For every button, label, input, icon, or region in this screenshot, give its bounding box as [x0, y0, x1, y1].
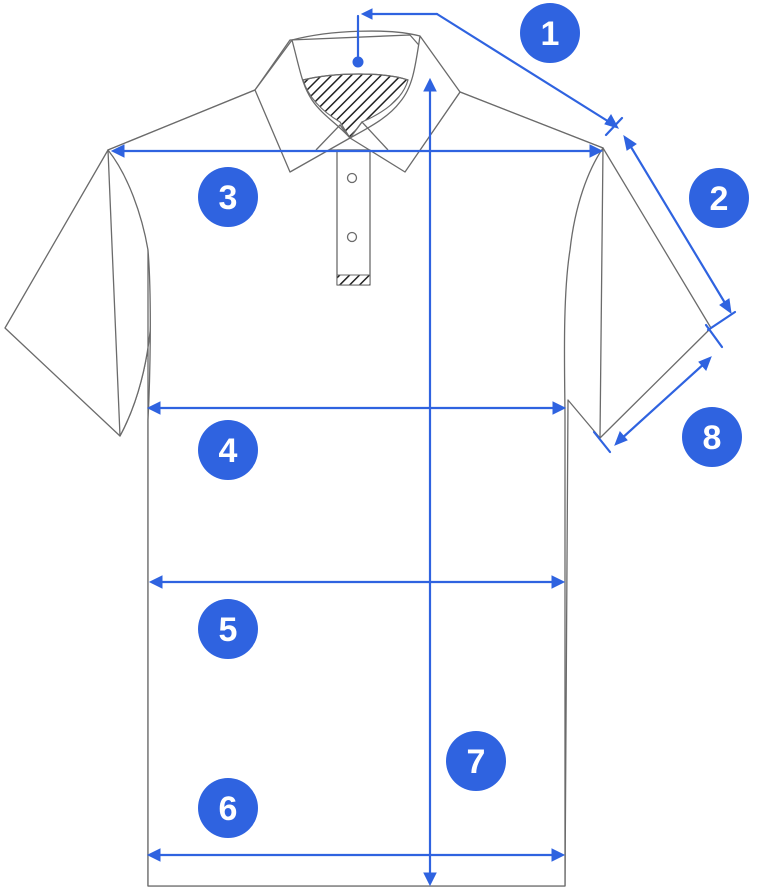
- badge-label: 5: [219, 611, 238, 649]
- measure-line-7: [423, 77, 437, 887]
- placket-hatch: [336, 274, 371, 286]
- measure-line-5: [148, 575, 566, 589]
- collar-fold-right: [349, 120, 389, 151]
- badge-label: 2: [710, 180, 729, 218]
- collar-fold-left: [315, 124, 351, 151]
- placket: [336, 149, 371, 286]
- badge-label: 8: [703, 419, 722, 457]
- badge-3: 3: [198, 167, 258, 227]
- badge-8: 8: [682, 407, 742, 467]
- badge-label: 7: [467, 743, 486, 781]
- badge-4: 4: [198, 420, 258, 480]
- collar-inner-edge: [302, 73, 409, 81]
- measure-line-8: [592, 323, 724, 454]
- badge-2: 2: [689, 168, 749, 228]
- measure-line-6: [146, 848, 566, 862]
- badge-6: 6: [198, 778, 258, 838]
- button-bottom: [346, 231, 358, 243]
- shirt-body-main: [107, 89, 604, 887]
- badge-1: 1: [520, 3, 580, 63]
- badge-label: 6: [219, 790, 238, 828]
- measure-line-3: [110, 144, 604, 158]
- measure-line-2: [623, 134, 737, 332]
- badge-5: 5: [198, 599, 258, 659]
- badge-label: 4: [219, 432, 238, 470]
- badge-label: 3: [219, 179, 238, 217]
- badge-7: 7: [446, 731, 506, 791]
- badge-label: 1: [541, 15, 560, 53]
- button-top: [346, 172, 358, 184]
- measure-line-1: [352, 8, 624, 137]
- measure-line-4: [146, 401, 567, 415]
